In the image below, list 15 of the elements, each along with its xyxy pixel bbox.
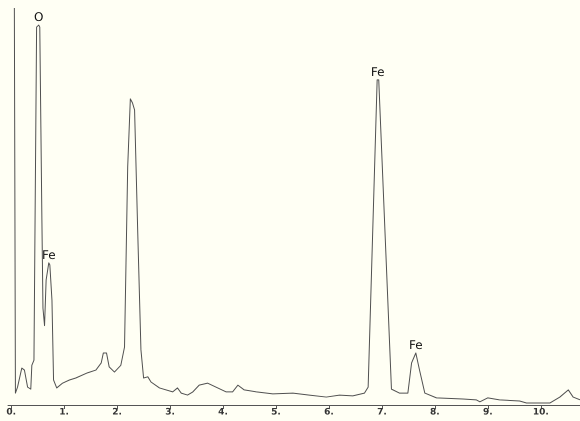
x-tick-label: 4. [218, 408, 228, 418]
x-tick-label: 6. [324, 408, 334, 418]
x-tick-label: 10. [532, 408, 549, 418]
x-tick-label: 3. [165, 408, 175, 418]
x-tick-label: 8. [430, 408, 440, 418]
x-tick-label: 0. [6, 408, 16, 418]
annotation: Fe [370, 64, 384, 79]
x-tick-label: 5. [271, 408, 281, 418]
annotation: Fe [42, 248, 56, 262]
x-tick-label: 9. [483, 408, 493, 418]
x-tick-label: 2. [112, 408, 122, 418]
x-tick-label: 7. [377, 408, 387, 418]
annotation: Fe [408, 338, 423, 352]
x-tick-label: 1. [59, 408, 69, 418]
annotation: O [34, 10, 44, 24]
